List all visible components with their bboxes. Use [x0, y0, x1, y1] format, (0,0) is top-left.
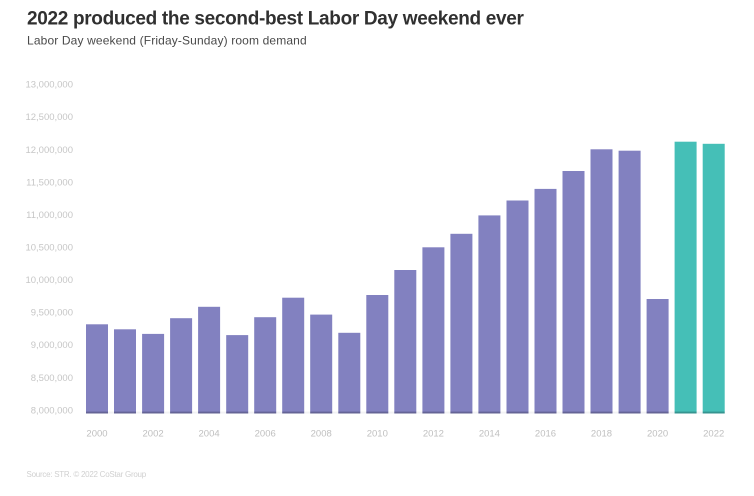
- svg-text:8,500,000: 8,500,000: [31, 373, 73, 384]
- svg-text:2018: 2018: [591, 429, 612, 440]
- svg-text:Source: STR. © 2022 CoStar Gro: Source: STR. © 2022 CoStar Group: [27, 470, 147, 479]
- svg-text:9,500,000: 9,500,000: [31, 308, 73, 319]
- svg-text:2014: 2014: [479, 429, 500, 440]
- svg-text:2000: 2000: [86, 429, 107, 440]
- svg-text:2022: 2022: [703, 429, 724, 440]
- svg-text:9,000,000: 9,000,000: [31, 340, 73, 351]
- svg-text:2002: 2002: [143, 429, 164, 440]
- svg-text:Labor Day weekend (Friday-Sund: Labor Day weekend (Friday-Sunday) room d…: [27, 33, 307, 47]
- svg-text:12,000,000: 12,000,000: [25, 145, 73, 156]
- svg-text:2004: 2004: [199, 429, 220, 440]
- svg-text:11,000,000: 11,000,000: [26, 210, 73, 221]
- svg-text:2008: 2008: [311, 429, 332, 440]
- svg-text:2020: 2020: [647, 429, 668, 440]
- svg-text:2010: 2010: [367, 429, 388, 440]
- svg-text:2012: 2012: [423, 429, 444, 440]
- svg-text:10,500,000: 10,500,000: [25, 243, 73, 254]
- svg-text:2022 produced the second-best: 2022 produced the second-best Labor Day …: [27, 9, 524, 30]
- svg-text:12,500,000: 12,500,000: [25, 112, 73, 123]
- svg-text:10,000,000: 10,000,000: [25, 275, 73, 286]
- svg-text:2016: 2016: [535, 429, 556, 440]
- svg-text:13,000,000: 13,000,000: [25, 80, 73, 91]
- svg-text:2006: 2006: [255, 429, 276, 440]
- svg-text:11,500,000: 11,500,000: [26, 177, 73, 188]
- svg-text:8,000,000: 8,000,000: [31, 405, 73, 416]
